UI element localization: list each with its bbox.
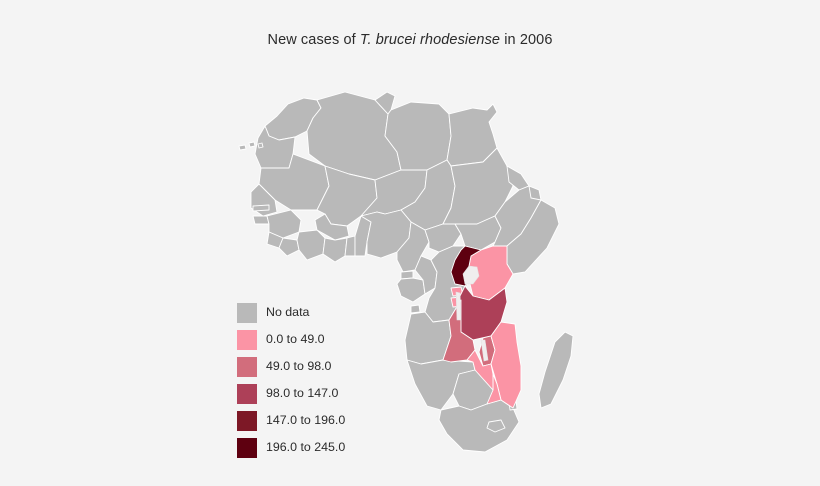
- island-canary-3: [258, 143, 263, 148]
- title-prefix: New cases of: [267, 32, 360, 48]
- country-lesotho: [487, 420, 505, 432]
- legend-item-bin-4: 147.0 to 196.0: [237, 407, 397, 434]
- legend-item-bin-5: 196.0 to 245.0: [237, 434, 397, 461]
- map-svg: [225, 74, 585, 464]
- country-zimbabwe: [467, 350, 493, 390]
- legend-label-bin-2: 49.0 to 98.0: [266, 359, 332, 374]
- country-ivory-coast: [297, 230, 325, 260]
- map-legend: No data 0.0 to 49.0 49.0 to 98.0 98.0 to…: [237, 299, 397, 461]
- legend-item-bin-2: 49.0 to 98.0: [237, 353, 397, 380]
- legend-label-bin-4: 147.0 to 196.0: [266, 413, 346, 428]
- title-species-name: T. brucei rhodesiense: [359, 32, 501, 48]
- africa-map: [225, 74, 585, 464]
- legend-swatch-bin-1: [237, 329, 257, 350]
- country-gambia: [253, 205, 269, 211]
- legend-item-bin-1: 0.0 to 49.0: [237, 326, 397, 353]
- legend-label-bin-5: 196.0 to 245.0: [266, 440, 346, 455]
- lake-malawi: [480, 339, 489, 362]
- country-cabinda: [411, 305, 420, 313]
- legend-swatch-bin-4: [237, 410, 257, 431]
- country-guinea: [267, 210, 301, 238]
- legend-label-no-data: No data: [266, 305, 310, 320]
- legend-swatch-bin-3: [237, 383, 257, 404]
- country-south-africa: [439, 400, 519, 452]
- legend-swatch-bin-2: [237, 356, 257, 377]
- country-djibouti: [529, 186, 541, 200]
- island-canary-1: [239, 145, 246, 150]
- title-suffix: in 2006: [500, 32, 553, 48]
- island-canary-2: [249, 142, 255, 147]
- country-gabon: [397, 278, 425, 302]
- legend-label-bin-1: 0.0 to 49.0: [266, 332, 325, 347]
- country-guinea-bissau: [253, 216, 269, 224]
- chart-title: New cases of T. brucei rhodesiense in 20…: [0, 32, 820, 48]
- legend-item-bin-3: 98.0 to 147.0: [237, 380, 397, 407]
- legend-swatch-bin-5: [237, 437, 257, 458]
- country-burkina-faso: [315, 214, 349, 240]
- country-madagascar: [539, 332, 573, 408]
- lake-victoria: [462, 265, 480, 285]
- legend-label-bin-3: 98.0 to 147.0: [266, 386, 339, 401]
- lakes: [455, 265, 489, 362]
- lake-tanganyika: [455, 291, 462, 321]
- no-data-countries: [239, 92, 573, 452]
- country-ghana: [323, 238, 347, 262]
- country-togo: [345, 236, 355, 256]
- country-liberia: [279, 238, 299, 256]
- legend-item-no-data: No data: [237, 299, 397, 326]
- country-mozambique: [491, 322, 521, 408]
- legend-swatch-no-data: [237, 302, 257, 323]
- country-tunisia: [375, 92, 395, 114]
